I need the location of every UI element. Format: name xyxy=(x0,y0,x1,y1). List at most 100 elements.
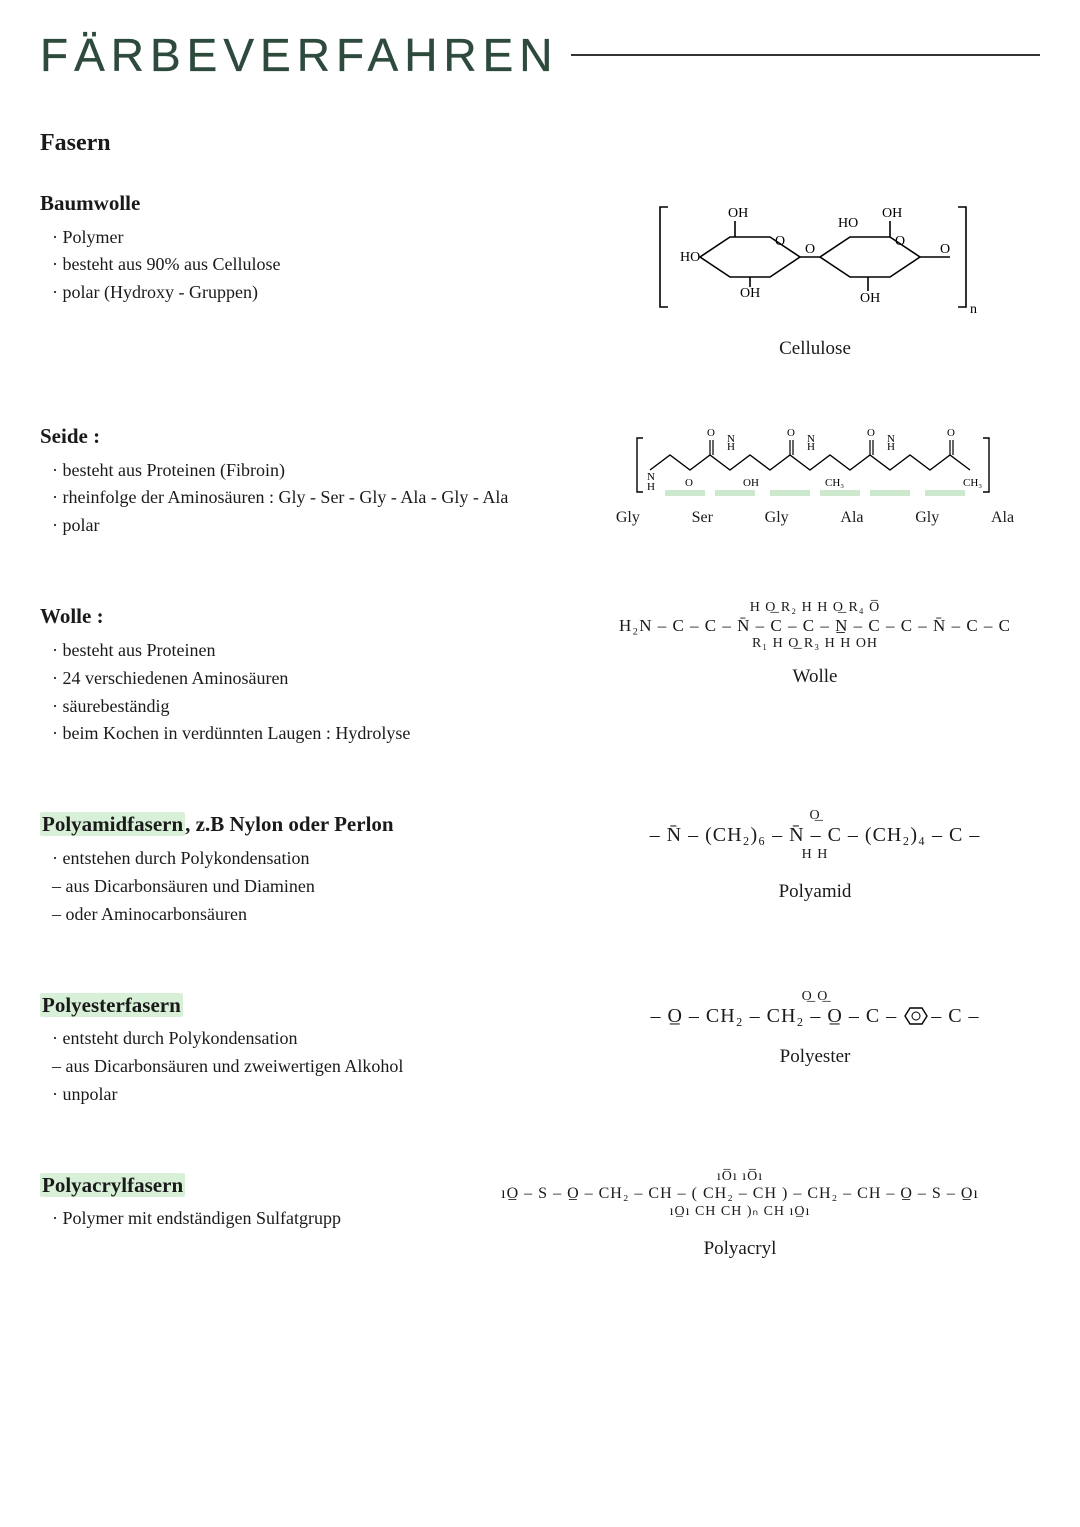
section-seide: Seide : besteht aus Proteinen (Fibroin) … xyxy=(40,420,1040,540)
polyester-text: Polyesterfasern entsteht durch Polykonde… xyxy=(40,989,590,1109)
section-polyester: Polyesterfasern entsteht durch Polykonde… xyxy=(40,989,1040,1109)
wolle-figure: H O͟ R₂ H H O͟ R₄ O̅ H₂N – C – C – N̄ – … xyxy=(590,600,1040,688)
svg-text:O: O xyxy=(947,427,955,439)
svg-text:H: H xyxy=(647,481,655,493)
list-item: beim Kochen in verdünnten Laugen : Hydro… xyxy=(52,720,590,748)
wolle-top: H O͟ R₂ H H O͟ R₄ O̅ xyxy=(590,600,1040,616)
polyamid-text: Polyamidfasern, z.B Nylon oder Perlon en… xyxy=(40,808,590,928)
seide-text: Seide : besteht aus Proteinen (Fibroin) … xyxy=(40,420,590,540)
list-item: Polymer mit endständigen Sulfatgrupp xyxy=(52,1205,440,1233)
polyacryl-bullets: Polymer mit endständigen Sulfatgrupp xyxy=(40,1205,440,1233)
polyamid-bot: H H xyxy=(590,847,1040,863)
svg-text:O: O xyxy=(895,234,905,249)
list-item: rheinfolge der Aminosäuren : Gly - Ser -… xyxy=(52,484,590,512)
svg-text:HO: HO xyxy=(838,216,858,231)
polyamid-title: Polyamidfasern, z.B Nylon oder Perlon xyxy=(40,808,590,841)
wolle-text: Wolle : besteht aus Proteinen 24 verschi… xyxy=(40,600,590,748)
polyacryl-title: Polyacrylfasern xyxy=(40,1169,440,1202)
title-rule xyxy=(571,54,1040,56)
section-polyacryl: Polyacrylfasern Polymer mit endständigen… xyxy=(40,1169,1040,1260)
svg-text:CH₃: CH₃ xyxy=(825,477,844,489)
svg-text:OH: OH xyxy=(743,477,759,489)
section-wolle: Wolle : besteht aus Proteinen 24 verschi… xyxy=(40,600,1040,748)
svg-text:OH: OH xyxy=(882,206,902,221)
polyamid-caption: Polyamid xyxy=(590,881,1040,903)
aa: Ser xyxy=(692,509,713,527)
polyester-title: Polyesterfasern xyxy=(40,989,590,1022)
seide-title: Seide : xyxy=(40,420,590,453)
cellulose-svg: O O O OH HO OH OH HO OH O xyxy=(650,187,980,327)
list-item: Polymer xyxy=(52,224,590,252)
list-item: besteht aus Proteinen xyxy=(52,637,590,665)
polyamid-title-hl: Polyamidfasern xyxy=(40,812,185,836)
list-item: entsteht durch Polykondensation xyxy=(52,1025,590,1053)
list-item: unpolar xyxy=(52,1081,590,1109)
svg-text:O: O xyxy=(707,427,715,439)
polyacryl-title-hl: Polyacrylfasern xyxy=(40,1173,185,1197)
svg-text:OH: OH xyxy=(728,206,748,221)
polyacryl-top: ıO̅ı ıO̅ı xyxy=(440,1169,1040,1185)
benzene-icon xyxy=(897,1006,931,1026)
svg-text:N: N xyxy=(807,433,815,445)
polyacryl-chem: ıO̲ – S – O̲ – CH₂ – CH – ( CH₂ – CH ) –… xyxy=(440,1185,1040,1203)
wolle-caption: Wolle xyxy=(590,666,1040,688)
list-item: 24 verschiedenen Aminosäuren xyxy=(52,665,590,693)
svg-text:N: N xyxy=(887,433,895,445)
svg-text:O: O xyxy=(940,242,950,257)
cellulose-caption: Cellulose xyxy=(590,338,1040,360)
wolle-title: Wolle : xyxy=(40,600,590,633)
svg-text:O: O xyxy=(805,242,815,257)
fibroin-svg: OOOO NH O OH CH₃ CH₃ HHH NNN xyxy=(635,420,995,500)
polyamid-chem: – N̄ – (CH₂)₆ – N̄ – C – (CH₂)₄ – C – xyxy=(590,824,1040,847)
list-item: säurebeständig xyxy=(52,693,590,721)
svg-text:n: n xyxy=(970,302,977,317)
list-item: oder Aminocarbonsäuren xyxy=(52,901,590,929)
polyamid-top: O͟ xyxy=(590,808,1040,824)
svg-text:OH: OH xyxy=(740,286,760,301)
baumwolle-bullets: Polymer besteht aus 90% aus Cellulose po… xyxy=(40,224,590,308)
polyacryl-bot: ıO̲ı CH CH )ₙ CH ıO̲ı xyxy=(440,1203,1040,1220)
seide-bullets: besteht aus Proteinen (Fibroin) rheinfol… xyxy=(40,457,590,541)
polyester-top: O͟ O͟ xyxy=(590,989,1040,1005)
section-polyamid: Polyamidfasern, z.B Nylon oder Perlon en… xyxy=(40,808,1040,928)
polyacryl-caption: Polyacryl xyxy=(440,1238,1040,1260)
aa: Gly xyxy=(616,509,640,527)
wolle-bot: R₁ H O͟ R₃ H H OH xyxy=(590,636,1040,652)
list-item: aus Dicarbonsäuren und Diaminen xyxy=(52,873,590,901)
polyester-bullets: entsteht durch Polykondensation aus Dica… xyxy=(40,1025,590,1109)
svg-text:OH: OH xyxy=(860,291,880,306)
list-item: besteht aus 90% aus Cellulose xyxy=(52,251,590,279)
baumwolle-title: Baumwolle xyxy=(40,187,590,220)
polyacryl-figure: ıO̅ı ıO̅ı ıO̲ – S – O̲ – CH₂ – CH – ( CH… xyxy=(440,1169,1040,1260)
list-item: polar xyxy=(52,512,590,540)
page-title: FÄRBEVERFAHREN xyxy=(40,28,559,82)
aa-labels: Gly Ser Gly Ala Gly Ala xyxy=(590,509,1040,527)
svg-text:O: O xyxy=(685,477,693,489)
seide-figure: OOOO NH O OH CH₃ CH₃ HHH NNN xyxy=(590,420,1040,527)
wolle-chem: H₂N – C – C – N̄ – C – C – N̲ – C – C – … xyxy=(590,616,1040,636)
svg-text:N: N xyxy=(727,433,735,445)
list-item: polar (Hydroxy - Gruppen) xyxy=(52,279,590,307)
aa: Gly xyxy=(765,509,789,527)
polyester-title-hl: Polyesterfasern xyxy=(40,993,183,1017)
svg-text:O: O xyxy=(787,427,795,439)
title-row: FÄRBEVERFAHREN xyxy=(40,28,1040,82)
polyester-caption: Polyester xyxy=(590,1046,1040,1068)
polyacryl-text: Polyacrylfasern Polymer mit endständigen… xyxy=(40,1169,440,1233)
list-item: aus Dicarbonsäuren und zweiwertigen Alko… xyxy=(52,1053,590,1081)
svg-text:CH₃: CH₃ xyxy=(963,477,982,489)
baumwolle-text: Baumwolle Polymer besteht aus 90% aus Ce… xyxy=(40,187,590,307)
subheading-fasern: Fasern xyxy=(40,130,1040,157)
list-item: besteht aus Proteinen (Fibroin) xyxy=(52,457,590,485)
list-item: entstehen durch Polykondensation xyxy=(52,845,590,873)
polyester-chem: – O̲ – CH₂ – CH₂ – O̲ – C –– C – xyxy=(590,1005,1040,1028)
svg-text:O: O xyxy=(867,427,875,439)
wolle-bullets: besteht aus Proteinen 24 verschiedenen A… xyxy=(40,637,590,749)
aa: Ala xyxy=(840,509,863,527)
aa: Gly xyxy=(915,509,939,527)
svg-text:O: O xyxy=(775,234,785,249)
polyamid-bullets: entstehen durch Polykondensation aus Dic… xyxy=(40,845,590,929)
polyester-figure: O͟ O͟ – O̲ – CH₂ – CH₂ – O̲ – C –– C – P… xyxy=(590,989,1040,1068)
aa: Ala xyxy=(991,509,1014,527)
section-baumwolle: Baumwolle Polymer besteht aus 90% aus Ce… xyxy=(40,187,1040,360)
